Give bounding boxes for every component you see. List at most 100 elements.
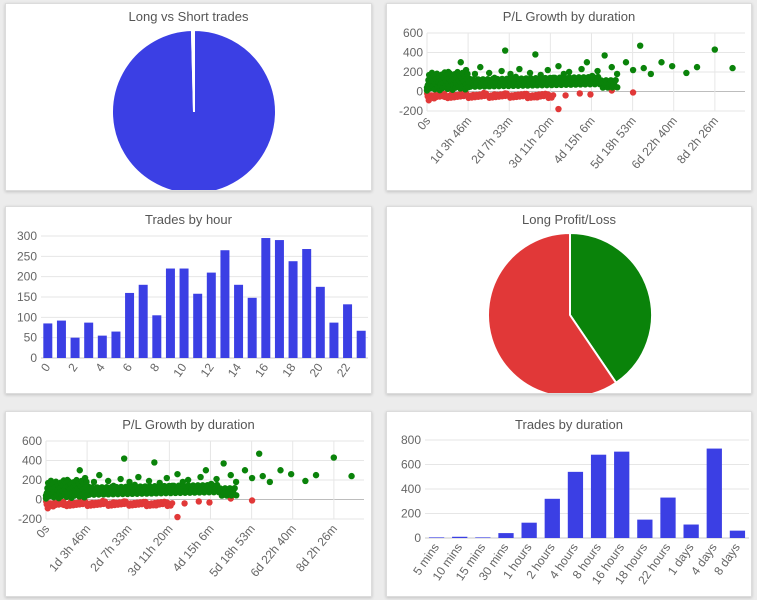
bar [567,471,584,538]
bar [452,536,468,538]
scatter-point [516,65,523,73]
bar [428,537,445,538]
scatter-point [464,70,471,78]
scatter-point [277,467,284,474]
scatter-point [117,475,124,483]
trades-by-hour-panel: Trades by hour 0 50 100 150 200 250 300 0 2 4 6 8 10… [5,206,372,394]
scatter-point [330,454,337,461]
scatter-point [601,52,608,59]
scatter-point [151,459,158,466]
x-tick-label: 20 [307,360,326,379]
bar [302,249,312,358]
bar [729,530,746,538]
scatter-point [612,76,619,84]
scatter-point [213,475,220,483]
y-tick-label: 0 [416,85,423,99]
scatter-point [550,92,557,99]
y-tick-label: 200 [403,65,423,79]
y-tick-label: 250 [17,249,37,263]
long-profit-loss-panel: Long Profit/Loss [386,206,752,394]
scatter-point [84,492,91,499]
scatter-point [248,497,256,504]
chart-title: Long vs Short trades [128,9,249,24]
scatter-point [629,89,637,96]
chart-title: Long Profit/Loss [522,212,616,227]
scatter-point [104,477,112,485]
scatter-point [555,62,562,70]
x-tick-label: 4 [92,360,107,374]
scatter-point [169,500,176,507]
scatter-point [145,477,153,485]
y-tick-label: 50 [24,331,38,345]
scatter-point [640,64,647,72]
bar [329,322,339,358]
y-tick-label: 600 [22,434,42,448]
scatter-point [266,478,274,486]
scatter-point [526,69,534,77]
scatter-point [693,63,701,71]
x-tick-label: 1d 3h 46m [46,522,93,574]
bar [70,337,80,358]
scatter-point [485,69,493,77]
x-tick-label: 6 [120,360,135,374]
scatter-point [636,42,644,49]
y-tick-label: 200 [17,270,37,284]
y-tick-label: -200 [18,512,42,526]
scatter-point [498,67,505,75]
bar [97,335,107,358]
scatter-point [562,92,569,99]
pl-growth-panel-top: P/L Growth by duration -200 0 200 400 600 0s 1… [386,3,752,191]
bar [475,537,491,538]
scatter-point [312,471,320,479]
x-tick-label: 22 [334,360,353,379]
pie-slice-loss [487,231,618,393]
y-tick-label: 600 [403,26,423,40]
bar [660,497,676,538]
bar [614,451,630,538]
scatter-point [683,69,690,77]
scatter-point [465,78,473,86]
bar [43,323,53,358]
pl-growth-panel-bottom: P/L Growth by duration -200 0 200 400 600 0s 1… [5,411,372,597]
chart-title: Trades by hour [145,212,232,227]
scatter-point [629,66,637,74]
x-tick-label: 18 [279,360,298,379]
bar [234,284,244,358]
scatter-point [614,84,621,91]
bar [590,454,607,538]
scatter-point [287,470,295,478]
scatter-point [576,90,583,97]
bar [138,284,148,358]
scatter-point [647,70,655,78]
scatter-point [594,67,601,75]
y-tick-label: 400 [403,46,423,60]
scatter-point [668,62,676,70]
y-tick-label: -200 [399,104,423,118]
x-tick-label: 16 [252,360,271,379]
scatter-point [348,472,355,480]
pie-slice-short [190,28,195,113]
bar [706,448,722,538]
bar [179,268,189,358]
y-tick-label: 200 [22,473,42,487]
scatter-point [471,70,479,78]
chart-title: P/L Growth by duration [502,9,636,24]
bar [56,320,66,358]
scatter-point [184,476,192,484]
bar [521,522,537,538]
scatter-point [711,46,718,53]
bar [84,322,94,358]
bar [343,304,353,358]
bar [356,330,366,358]
scatter-point [174,470,181,478]
bar [315,286,325,358]
scatter-point [96,471,103,479]
chart-title: P/L Growth by duration [122,417,255,432]
scatter-point [120,455,128,462]
y-tick-label: 0 [30,351,37,365]
x-tick-label: 2 [65,360,80,374]
bar [193,293,203,358]
